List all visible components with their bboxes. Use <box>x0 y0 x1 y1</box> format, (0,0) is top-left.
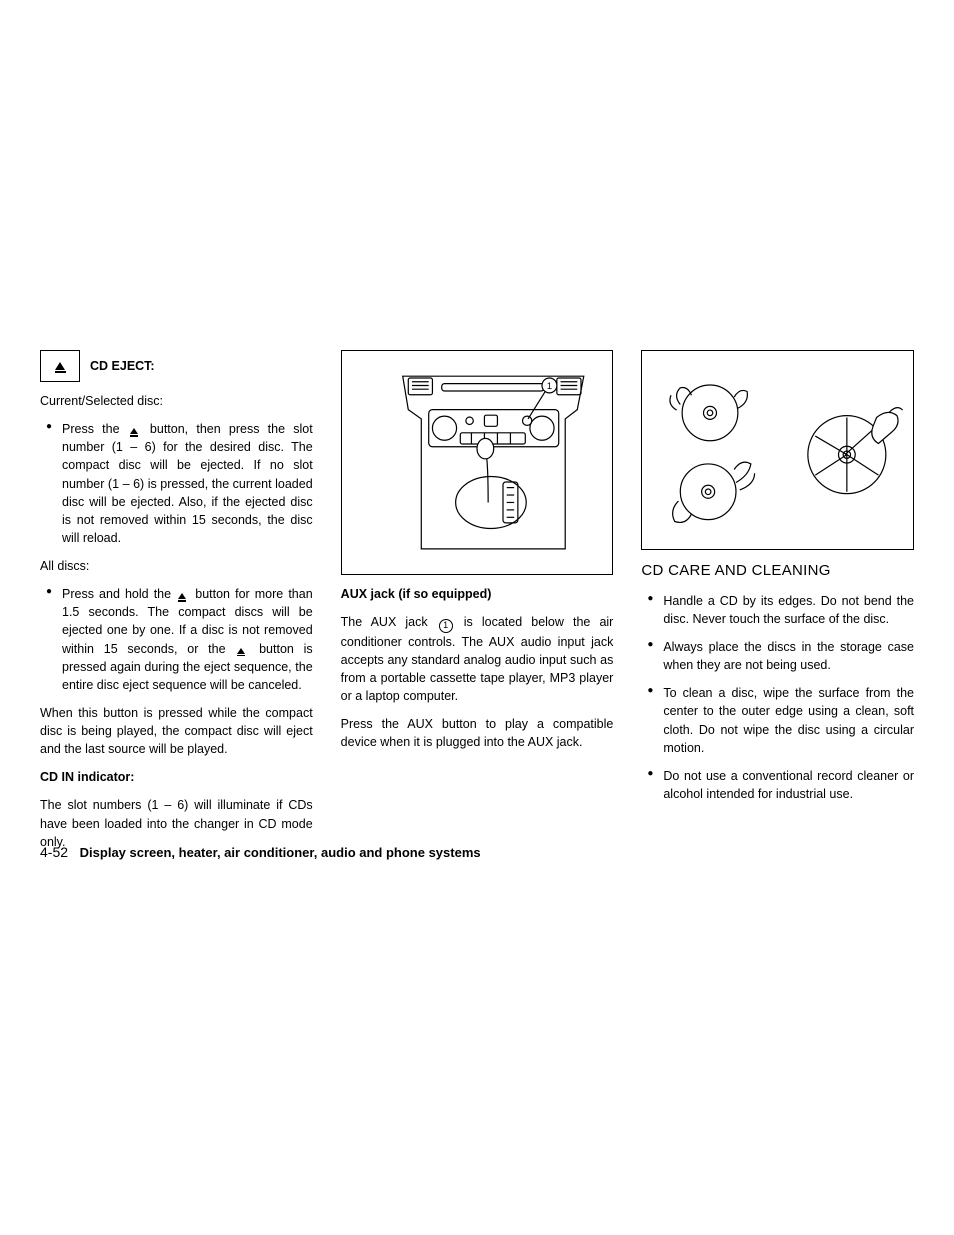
all-discs-list: Press and hold the button for more than … <box>40 585 313 694</box>
three-column-layout: CD EJECT: Current/Selected disc: Press t… <box>40 350 914 861</box>
column-3: CD CARE AND CLEANING Handle a CD by its … <box>641 350 914 861</box>
column-1: CD EJECT: Current/Selected disc: Press t… <box>40 350 313 861</box>
dashboard-svg: 1 <box>347 358 607 568</box>
cd-handling-illustration <box>641 350 914 550</box>
cd-care-list: Handle a CD by its edges. Do not bend th… <box>641 592 914 803</box>
bullet2-part-a: Press and hold the <box>62 587 176 601</box>
bullet1-part-a: Press the <box>62 422 128 436</box>
dashboard-illustration: 1 <box>341 350 614 575</box>
callout-1-icon: 1 <box>439 619 453 633</box>
svg-text:1: 1 <box>547 381 552 391</box>
page-number: 4-52 <box>40 844 68 860</box>
current-disc-list: Press the button, then press the slot nu… <box>40 420 313 547</box>
cd-care-bullet-2: Always place the discs in the storage ca… <box>641 638 914 674</box>
cd-care-bullet-1: Handle a CD by its edges. Do not bend th… <box>641 592 914 628</box>
cd-eject-heading: CD EJECT: <box>40 350 313 382</box>
page-footer: 4-52 Display screen, heater, air conditi… <box>40 844 481 860</box>
eject-icon <box>237 648 245 654</box>
eject-icon <box>130 428 138 434</box>
cd-in-title: CD IN indicator: <box>40 768 313 786</box>
current-selected-label: Current/Selected disc: <box>40 392 313 410</box>
eject-icon-boxed <box>40 350 80 382</box>
all-discs-label: All discs: <box>40 557 313 575</box>
cd-care-title: CD CARE AND CLEANING <box>641 560 914 582</box>
aux-jack-para2: Press the AUX button to play a compatibl… <box>341 715 614 751</box>
column-2: 1 AUX jack (if so equipped) The AUX jack… <box>341 350 614 861</box>
cd-wipe-svg <box>780 355 910 545</box>
aux-jack-title: AUX jack (if so equipped) <box>341 585 614 603</box>
eject-paragraph: When this button is pressed while the co… <box>40 704 313 758</box>
all-discs-bullet: Press and hold the button for more than … <box>40 585 313 694</box>
cd-hold-svg <box>645 355 775 545</box>
aux-para1-a: The AUX jack <box>341 615 437 629</box>
section-title: Display screen, heater, air conditioner,… <box>80 845 481 860</box>
cd-care-bullet-3: To clean a disc, wipe the surface from t… <box>641 684 914 757</box>
eject-icon <box>178 593 186 599</box>
bullet1-part-b: button, then press the slot number (1 – … <box>62 422 313 545</box>
manual-page: CD EJECT: Current/Selected disc: Press t… <box>0 0 954 1235</box>
current-disc-bullet: Press the button, then press the slot nu… <box>40 420 313 547</box>
eject-icon <box>55 362 65 370</box>
cd-care-bullet-4: Do not use a conventional record cleaner… <box>641 767 914 803</box>
cd-wipe-panel <box>778 351 913 549</box>
cd-eject-title: CD EJECT: <box>90 357 155 375</box>
cd-hold-panel <box>642 351 777 549</box>
aux-jack-para1: The AUX jack 1 is located below the air … <box>341 613 614 705</box>
cd-in-paragraph: The slot numbers (1 – 6) will illuminate… <box>40 796 313 850</box>
